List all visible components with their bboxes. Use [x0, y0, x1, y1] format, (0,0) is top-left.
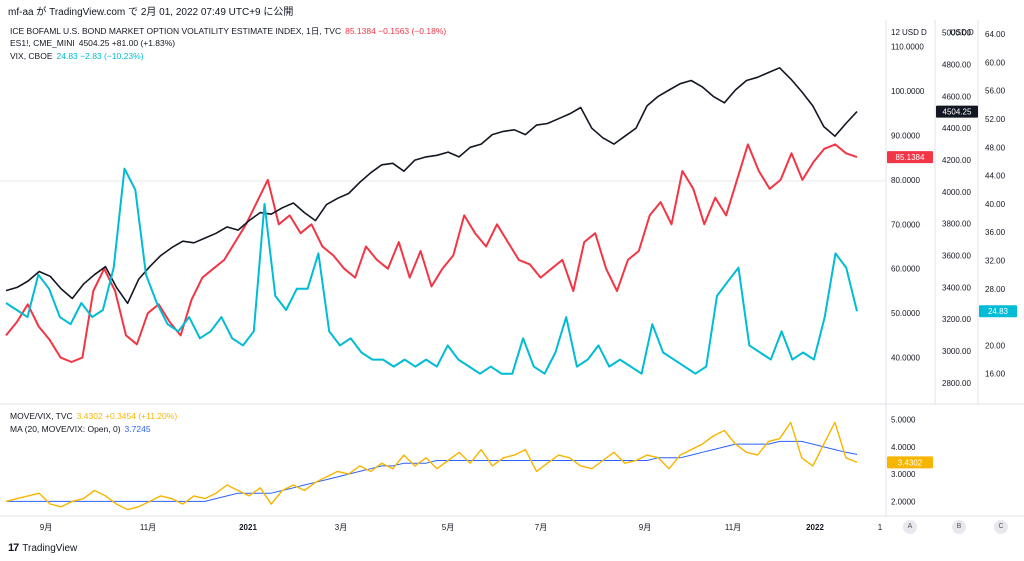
- legend-vix-value: 24.83 −2.83 (−10.23%): [56, 51, 144, 61]
- vix-axis-tick-2: 56.00: [985, 87, 1006, 96]
- vix-axis-tick-6: 40.00: [985, 200, 1006, 209]
- es-axis-tick-0: 5000.00: [942, 29, 971, 38]
- vix-last-value-badge: 24.83: [988, 307, 1009, 316]
- legend-ma[interactable]: MA (20, MOVE/VIX: Open, 0) 3.7245: [10, 424, 151, 434]
- move-axis-usd-label: USD: [902, 28, 919, 37]
- move-axis-tick-5: 60.0000: [891, 265, 920, 274]
- es-last-value-badge-bg: [936, 105, 978, 118]
- move-axis-tick-4: 70.0000: [891, 220, 920, 229]
- move-axis-tick-3: 80.0000: [891, 176, 920, 185]
- move-last-value-badge-bg: [887, 151, 933, 164]
- ratio-axis-tick-2: 3.0000: [891, 470, 916, 479]
- x-axis-tick-0: 9月: [40, 523, 52, 532]
- legend-ratio[interactable]: MOVE/VIX, TVC 3.4302 +0.3454 (+11.20%): [10, 411, 177, 421]
- ratio-last-value-badge-bg: [887, 456, 933, 469]
- ratio-axis-tick-3: 2.0000: [891, 497, 916, 506]
- legend-es[interactable]: ES1!, CME_MINI 4504.25 +81.00 (+1.83%): [10, 38, 175, 48]
- legend-es-value: 4504.25 +81.00 (+1.83%): [78, 38, 176, 48]
- move-axis-tick-0: 110.0000: [891, 43, 924, 52]
- vix-axis-tick-11: 16.00: [985, 370, 1006, 379]
- ma-series-line: [6, 440, 858, 502]
- vix-axis-tick-10: 20.00: [985, 341, 1006, 350]
- x-axis-tick-6: 9月: [639, 523, 651, 532]
- x-axis-tick-3: 3月: [335, 523, 347, 532]
- scale-button-a[interactable]: A: [903, 520, 917, 534]
- es-axis-tick-9: 3200.00: [942, 315, 971, 324]
- move-axis-tick-6: 50.0000: [891, 309, 920, 318]
- tradingview-logo[interactable]: 17 TradingView: [8, 542, 77, 554]
- ratio-axis-tick-0: 5.0000: [891, 416, 916, 425]
- legend-vix[interactable]: VIX, CBOE 24.83 −2.83 (−10.23%): [10, 51, 143, 61]
- x-axis-tick-7: 11月: [725, 523, 741, 532]
- x-axis-tick-4: 5月: [442, 523, 454, 532]
- es-axis-tick-5: 4000.00: [942, 188, 971, 197]
- es-axis-tick-4: 4200.00: [942, 156, 971, 165]
- x-axis-tick-5: 7月: [535, 523, 547, 532]
- legend-ma-value: 3.7245: [124, 424, 151, 434]
- es-axis-tick-10: 3000.00: [942, 347, 971, 356]
- move-axis-tick-1: 100.0000: [891, 87, 925, 96]
- x-axis-tick-9: 1: [878, 523, 883, 532]
- move-axis-tick-2: 90.0000: [891, 131, 920, 140]
- es-last-value-badge: 4504.25: [943, 108, 972, 117]
- vix-last-value-badge-bg: [979, 305, 1017, 318]
- es-axis-usd-label: USD: [950, 28, 967, 37]
- es-series-line: [5, 67, 858, 305]
- vix-series-line: [5, 167, 858, 375]
- legend-move-name: ICE BOFAML U.S. BOND MARKET OPTION VOLAT…: [10, 26, 342, 36]
- ratio-axis-tick-1: 4.0000: [891, 443, 916, 452]
- vix-axis-tick-3: 52.00: [985, 115, 1006, 124]
- ratio-series-line: [5, 421, 858, 511]
- scale-button-c[interactable]: C: [994, 520, 1008, 534]
- vix-axis-tick-0: 64.00: [985, 30, 1006, 39]
- es-axis-tick-1: 4800.00: [942, 61, 971, 70]
- move-axis-top-label-2: D: [921, 28, 927, 37]
- x-axis-tick-1: 11月: [140, 523, 156, 532]
- tradingview-logo-text: TradingView: [22, 542, 78, 554]
- es-axis-tick-6: 3800.00: [942, 220, 971, 229]
- legend-ratio-value: 3.4302 +0.3454 (+11.20%): [76, 411, 178, 421]
- move-last-value-badge: 85.1384: [896, 153, 925, 162]
- es-axis-top-label: D: [968, 28, 974, 37]
- legend-ratio-name: MOVE/VIX, TVC: [10, 411, 73, 421]
- move-axis-top-label: 12: [891, 28, 900, 37]
- ratio-last-value-badge: 3.4302: [898, 458, 923, 467]
- es-axis-tick-2: 4600.00: [942, 92, 971, 101]
- legend-move-value: 85.1384 −0.1563 (−0.18%): [345, 26, 447, 36]
- es-axis-tick-11: 2800.00: [942, 379, 971, 388]
- legend-vix-name: VIX, CBOE: [10, 51, 53, 61]
- vix-axis-tick-7: 36.00: [985, 228, 1006, 237]
- x-axis-tick-2: 2021: [239, 523, 257, 532]
- legend-es-name: ES1!, CME_MINI: [10, 38, 75, 48]
- legend-move[interactable]: ICE BOFAML U.S. BOND MARKET OPTION VOLAT…: [10, 25, 446, 37]
- tradingview-logo-icon: 17: [8, 542, 19, 554]
- x-axis-tick-8: 2022: [806, 523, 824, 532]
- scale-button-b[interactable]: B: [952, 520, 966, 534]
- vix-axis-tick-4: 48.00: [985, 143, 1006, 152]
- es-axis-tick-8: 3400.00: [942, 283, 971, 292]
- vix-axis-tick-8: 32.00: [985, 257, 1006, 266]
- es-axis-tick-7: 3600.00: [942, 252, 971, 261]
- legend-ma-name: MA (20, MOVE/VIX: Open, 0): [10, 424, 121, 434]
- es-axis-tick-3: 4400.00: [942, 124, 971, 133]
- move-axis-tick-7: 40.0000: [891, 354, 920, 363]
- vix-axis-tick-1: 60.00: [985, 58, 1006, 67]
- vix-axis-tick-9: 28.00: [985, 285, 1006, 294]
- vix-axis-tick-5: 44.00: [985, 172, 1006, 181]
- move-series-line: [5, 143, 858, 363]
- published-header: mf-aa が TradingView.com で 2月 01, 2022 07…: [8, 7, 294, 18]
